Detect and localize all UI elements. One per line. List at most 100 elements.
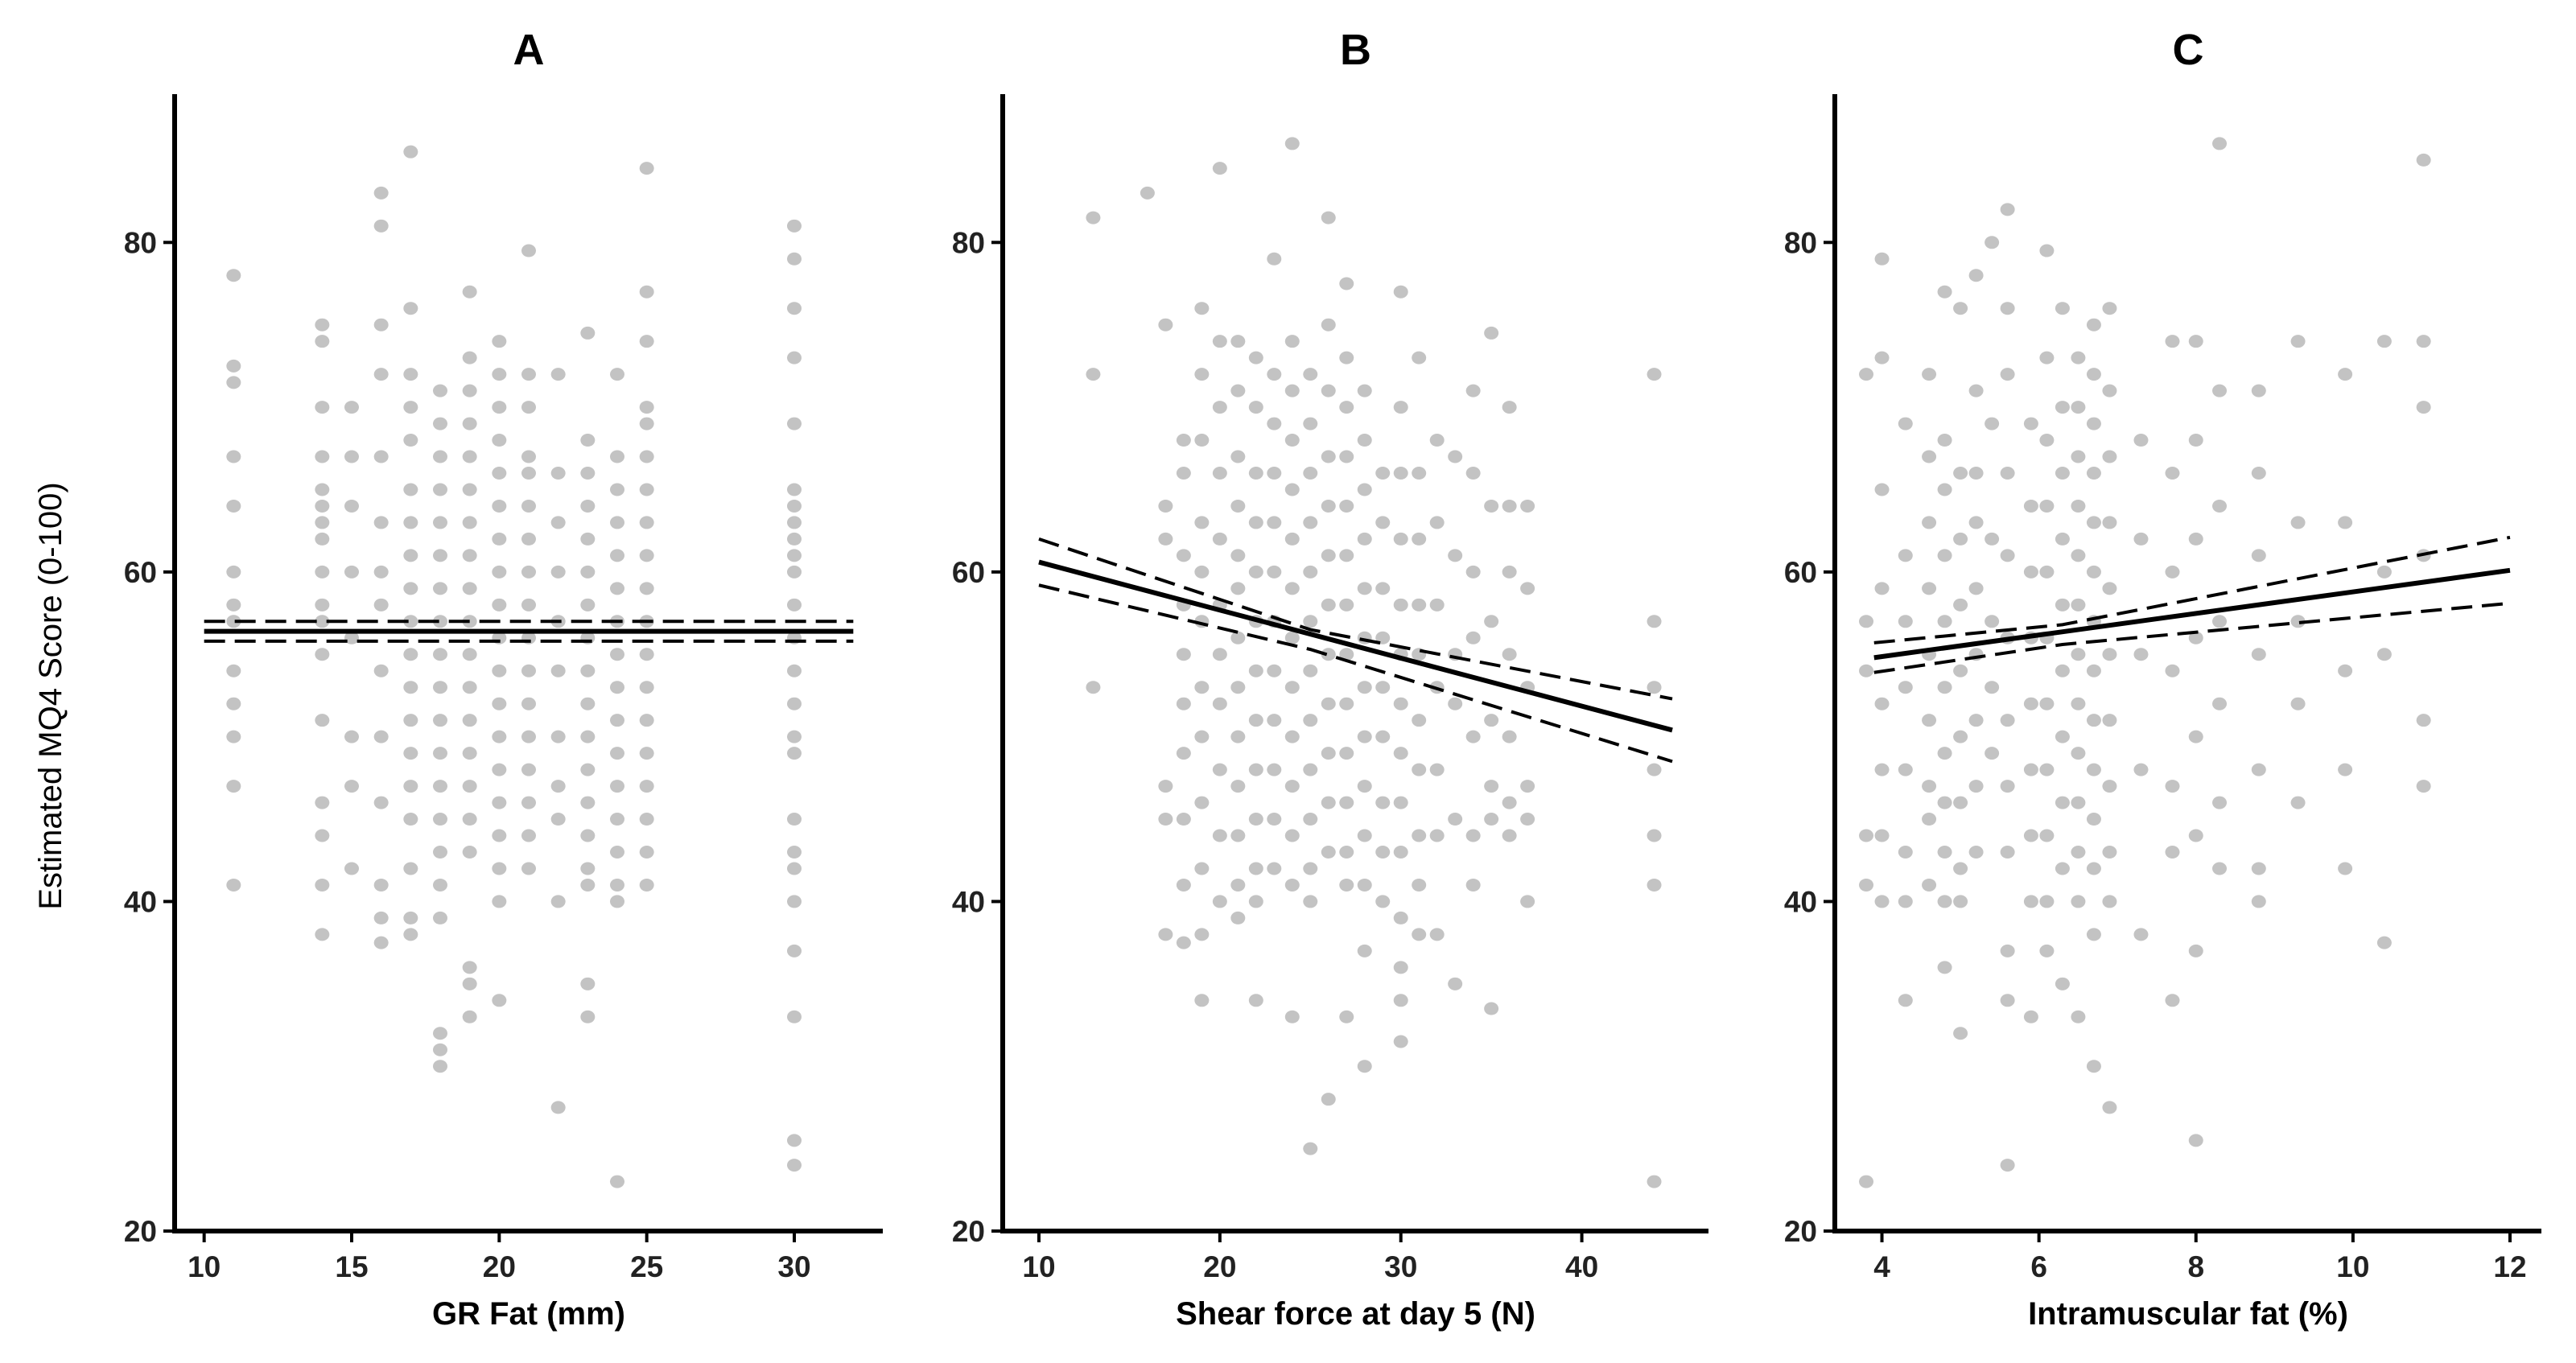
data-point <box>580 862 596 875</box>
data-point <box>1303 516 1318 529</box>
data-point <box>492 368 507 381</box>
data-point <box>1968 384 1984 397</box>
data-point <box>2290 796 2306 809</box>
data-point <box>2376 648 2392 661</box>
data-point <box>521 862 536 875</box>
data-point <box>315 928 330 941</box>
data-point <box>550 664 566 677</box>
data-point <box>2086 813 2101 826</box>
data-point <box>226 780 241 793</box>
data-point <box>1968 714 1984 727</box>
data-point <box>1194 516 1210 529</box>
data-point <box>315 615 330 628</box>
data-point <box>580 697 596 710</box>
data-point <box>1520 813 1535 826</box>
data-point <box>1321 211 1336 224</box>
data-point <box>462 714 477 727</box>
data-point <box>1859 829 1874 842</box>
data-point <box>1465 467 1481 480</box>
data-point <box>2039 895 2055 908</box>
data-point <box>462 747 477 760</box>
data-point <box>1968 269 1984 282</box>
data-point <box>2165 780 2180 793</box>
data-point <box>1448 813 1463 826</box>
data-point <box>521 565 536 579</box>
data-point <box>639 813 654 826</box>
data-point <box>226 499 241 513</box>
data-point <box>462 961 477 974</box>
data-point <box>787 664 802 677</box>
data-point <box>2086 565 2101 579</box>
data-point <box>1922 878 1937 892</box>
data-point <box>2188 1134 2203 1147</box>
data-point <box>315 499 330 513</box>
data-point <box>550 1101 566 1114</box>
data-point <box>226 664 241 677</box>
data-point <box>1412 714 1427 727</box>
data-point <box>2000 714 2015 727</box>
data-point <box>1176 467 1191 480</box>
data-point <box>1898 681 1913 694</box>
data-point <box>2071 895 2086 908</box>
data-point <box>639 549 654 562</box>
data-point <box>1859 368 1874 381</box>
data-point <box>1448 697 1463 710</box>
data-point <box>1284 137 1300 150</box>
data-point <box>610 714 624 727</box>
data-point <box>1158 499 1173 513</box>
data-point <box>433 846 447 859</box>
data-point <box>1922 813 1937 826</box>
data-point <box>462 450 477 463</box>
data-point <box>315 648 330 661</box>
data-point <box>2071 351 2086 364</box>
data-point <box>580 977 596 990</box>
data-point <box>403 911 418 924</box>
data-point <box>610 368 624 381</box>
data-point <box>1284 582 1300 595</box>
data-point <box>433 1027 447 1040</box>
data-point <box>1874 351 1890 364</box>
data-point <box>1086 211 1101 224</box>
y-tick-label: 60 <box>1784 556 1817 589</box>
data-point <box>1375 796 1391 809</box>
data-point <box>1303 763 1318 776</box>
data-point <box>1393 796 1408 809</box>
data-point <box>1284 681 1300 694</box>
data-point <box>315 335 330 348</box>
data-point <box>1647 763 1662 776</box>
ci-lower-line <box>1873 601 2511 674</box>
data-point <box>433 681 447 694</box>
data-point <box>1465 730 1481 743</box>
data-point <box>2000 368 2015 381</box>
data-point <box>2133 763 2149 776</box>
data-point <box>1158 928 1173 941</box>
data-point <box>2023 697 2038 710</box>
data-point <box>1985 615 2000 628</box>
data-point <box>344 862 359 875</box>
data-point <box>492 598 507 611</box>
data-point <box>1393 697 1408 710</box>
data-point <box>550 368 566 381</box>
x-axis-label: Shear force at day 5 (N) <box>1176 1296 1535 1332</box>
data-point <box>1393 961 1408 974</box>
data-point <box>1520 499 1535 513</box>
data-point <box>2071 648 2086 661</box>
y-tick-label: 40 <box>124 885 157 918</box>
data-point <box>462 977 477 990</box>
data-point <box>1985 747 2000 760</box>
data-point <box>2251 467 2266 480</box>
data-point <box>1874 252 1890 266</box>
data-point <box>1502 401 1517 414</box>
data-point <box>1937 285 1952 299</box>
data-point <box>639 162 654 175</box>
data-point <box>2039 244 2055 257</box>
data-point <box>639 516 654 529</box>
data-point <box>787 813 802 826</box>
data-point <box>315 483 330 496</box>
x-tick-label: 20 <box>1203 1250 1236 1283</box>
data-point <box>1267 862 1282 875</box>
data-point <box>2023 499 2038 513</box>
data-point <box>2102 384 2117 397</box>
ci-upper-line <box>1038 537 1673 701</box>
data-point <box>1647 1175 1662 1188</box>
